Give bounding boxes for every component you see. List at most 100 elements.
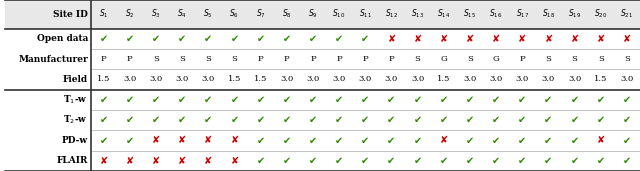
Text: ✔: ✔ bbox=[623, 156, 631, 166]
Text: 3.0: 3.0 bbox=[280, 75, 293, 83]
Text: ✔: ✔ bbox=[257, 135, 265, 146]
Text: ✔: ✔ bbox=[309, 34, 317, 44]
Bar bbox=[4, 130, 640, 151]
Text: $S_{7}$: $S_{7}$ bbox=[256, 8, 266, 21]
Text: S: S bbox=[179, 55, 185, 63]
Text: 3.0: 3.0 bbox=[542, 75, 555, 83]
Text: ✔: ✔ bbox=[492, 156, 500, 166]
Text: PD-w: PD-w bbox=[62, 136, 88, 145]
Text: ✔: ✔ bbox=[100, 135, 108, 146]
Bar bbox=[4, 69, 640, 90]
Text: $S_{6}$: $S_{6}$ bbox=[230, 8, 239, 21]
Text: P: P bbox=[336, 55, 342, 63]
Text: ✔: ✔ bbox=[283, 34, 291, 44]
Text: Site ID: Site ID bbox=[53, 10, 88, 19]
Text: ✘: ✘ bbox=[466, 34, 474, 44]
Text: S: S bbox=[153, 55, 159, 63]
Text: P: P bbox=[100, 55, 106, 63]
Text: P: P bbox=[310, 55, 316, 63]
Text: S: S bbox=[467, 55, 473, 63]
Text: ✔: ✔ bbox=[440, 156, 448, 166]
Text: $S_{16}$: $S_{16}$ bbox=[490, 8, 503, 21]
Text: ✘: ✘ bbox=[596, 135, 605, 146]
Text: ✔: ✔ bbox=[413, 135, 422, 146]
Text: ✔: ✔ bbox=[361, 156, 369, 166]
Text: 3.0: 3.0 bbox=[175, 75, 189, 83]
Text: ✔: ✔ bbox=[100, 34, 108, 44]
Text: T$_1$-w: T$_1$-w bbox=[63, 94, 88, 106]
Text: $S_{4}$: $S_{4}$ bbox=[177, 8, 187, 21]
Bar bbox=[4, 151, 640, 171]
Text: 3.0: 3.0 bbox=[568, 75, 581, 83]
Text: ✔: ✔ bbox=[125, 135, 134, 146]
Text: ✔: ✔ bbox=[570, 95, 579, 105]
Text: ✘: ✘ bbox=[518, 34, 526, 44]
Text: $S_{5}$: $S_{5}$ bbox=[204, 8, 213, 21]
Text: 3.0: 3.0 bbox=[516, 75, 529, 83]
Text: ✘: ✘ bbox=[152, 135, 160, 146]
Text: $S_{17}$: $S_{17}$ bbox=[516, 8, 529, 21]
Text: ✔: ✔ bbox=[361, 95, 369, 105]
Text: 3.0: 3.0 bbox=[490, 75, 502, 83]
Text: 1.5: 1.5 bbox=[97, 75, 110, 83]
Text: ✘: ✘ bbox=[413, 34, 422, 44]
Text: $S_{1}$: $S_{1}$ bbox=[99, 8, 108, 21]
Text: 1.5: 1.5 bbox=[228, 75, 241, 83]
Text: ✘: ✘ bbox=[204, 156, 212, 166]
Text: 3.0: 3.0 bbox=[332, 75, 346, 83]
Text: $S_{18}$: $S_{18}$ bbox=[542, 8, 555, 21]
Text: ✔: ✔ bbox=[309, 115, 317, 125]
Text: ✔: ✔ bbox=[623, 95, 631, 105]
Bar bbox=[4, 110, 640, 130]
Text: ✔: ✔ bbox=[492, 135, 500, 146]
Text: Manufacturer: Manufacturer bbox=[18, 55, 88, 64]
Text: P: P bbox=[362, 55, 368, 63]
Text: ✔: ✔ bbox=[309, 135, 317, 146]
Text: ✔: ✔ bbox=[230, 115, 239, 125]
Text: P: P bbox=[258, 55, 264, 63]
Text: ✔: ✔ bbox=[387, 135, 396, 146]
Text: ✔: ✔ bbox=[335, 135, 343, 146]
Text: $S_{12}$: $S_{12}$ bbox=[385, 8, 398, 21]
Text: ✔: ✔ bbox=[257, 156, 265, 166]
Text: ✔: ✔ bbox=[466, 115, 474, 125]
Text: ✔: ✔ bbox=[204, 34, 212, 44]
Bar bbox=[4, 49, 640, 69]
Text: ✔: ✔ bbox=[152, 115, 160, 125]
Text: ✘: ✘ bbox=[440, 34, 448, 44]
Text: ✔: ✔ bbox=[335, 115, 343, 125]
Text: 3.0: 3.0 bbox=[149, 75, 163, 83]
Text: S: S bbox=[545, 55, 551, 63]
Text: ✔: ✔ bbox=[466, 135, 474, 146]
Text: ✔: ✔ bbox=[335, 95, 343, 105]
Text: $S_{19}$: $S_{19}$ bbox=[568, 8, 581, 21]
Text: ✘: ✘ bbox=[152, 156, 160, 166]
Text: ✘: ✘ bbox=[204, 135, 212, 146]
Text: ✔: ✔ bbox=[518, 115, 526, 125]
Text: P: P bbox=[284, 55, 289, 63]
Text: $S_{13}$: $S_{13}$ bbox=[411, 8, 424, 21]
Text: ✔: ✔ bbox=[257, 95, 265, 105]
Text: ✔: ✔ bbox=[125, 115, 134, 125]
Text: ✘: ✘ bbox=[387, 34, 396, 44]
Text: ✔: ✔ bbox=[387, 95, 396, 105]
Text: G: G bbox=[493, 55, 499, 63]
Text: ✔: ✔ bbox=[570, 115, 579, 125]
Text: ✔: ✔ bbox=[361, 34, 369, 44]
Text: ✔: ✔ bbox=[283, 156, 291, 166]
Text: ✘: ✘ bbox=[178, 135, 186, 146]
Text: ✘: ✘ bbox=[230, 156, 239, 166]
Text: 3.0: 3.0 bbox=[411, 75, 424, 83]
Text: S: S bbox=[598, 55, 604, 63]
Text: 3.0: 3.0 bbox=[463, 75, 477, 83]
Text: ✔: ✔ bbox=[335, 34, 343, 44]
Text: ✔: ✔ bbox=[596, 115, 605, 125]
Text: ✔: ✔ bbox=[152, 34, 160, 44]
Text: ✔: ✔ bbox=[623, 135, 631, 146]
Text: ✔: ✔ bbox=[570, 156, 579, 166]
Text: ✔: ✔ bbox=[361, 115, 369, 125]
Text: ✔: ✔ bbox=[545, 115, 552, 125]
Text: ✔: ✔ bbox=[178, 95, 186, 105]
Text: P: P bbox=[520, 55, 525, 63]
Text: ✔: ✔ bbox=[152, 95, 160, 105]
